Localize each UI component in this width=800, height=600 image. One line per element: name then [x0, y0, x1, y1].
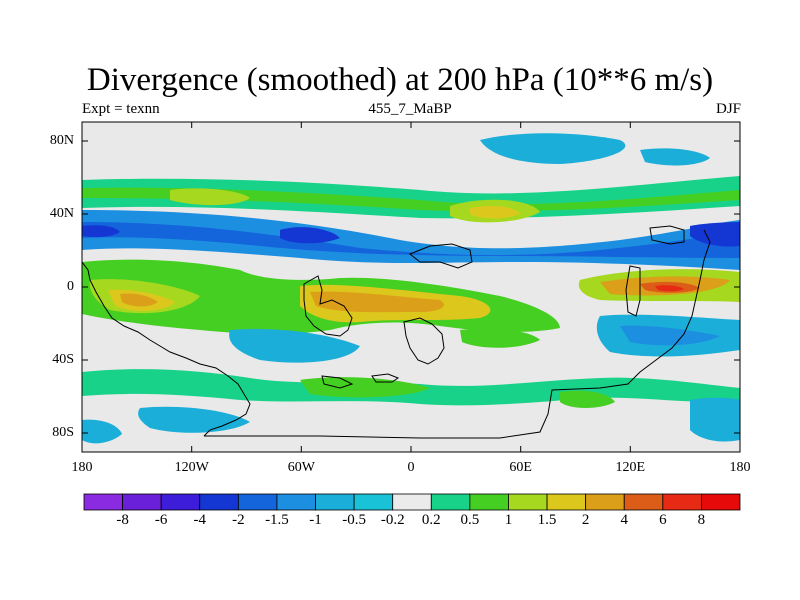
contour-band [280, 227, 340, 244]
colorbar-swatch [469, 493, 509, 511]
lon-tick-label: 180 [729, 460, 751, 475]
contour-band [82, 187, 740, 212]
experiment-label: Expt = texnn [82, 101, 160, 117]
colorbar-label: -0.5 [342, 512, 366, 528]
coastline-africa [403, 317, 445, 365]
lat-tick-label: 80S [52, 425, 74, 440]
colorbar-label: 0.5 [460, 512, 480, 528]
contour-band [229, 328, 360, 363]
divergence-field [82, 133, 740, 444]
contour-band [640, 148, 710, 166]
colorbar-swatch [199, 493, 239, 511]
run-label: 455_7_MaBP [368, 101, 452, 117]
lon-tick-label: 180 [71, 460, 93, 475]
colorbar-label: -2 [232, 512, 245, 528]
contour-band [620, 325, 720, 346]
colorbar-label: 6 [659, 512, 667, 528]
colorbar-label: 1.5 [537, 512, 557, 528]
colorbar-label: 4 [620, 512, 628, 528]
coastlines [82, 225, 711, 439]
coastline-island [321, 375, 354, 389]
colorbar-swatch [237, 493, 278, 511]
lat-tick-label: 80N [49, 133, 74, 148]
coastline-japan [649, 225, 685, 245]
colorbar-label: -8 [116, 512, 129, 528]
colorbar-swatch [83, 493, 123, 511]
colorbar-label: -1 [309, 512, 322, 528]
contour-band [82, 419, 122, 444]
contour-band [690, 397, 740, 442]
colorbar-swatch [546, 493, 587, 511]
colorbar-swatch [508, 493, 548, 511]
colorbar-label: 1 [504, 512, 513, 528]
contour-band [170, 188, 250, 206]
lat-tick-label: 40S [52, 352, 74, 367]
plot-title: Divergence (smoothed) at 200 hPa (10**6 … [86, 62, 714, 98]
contour-band [470, 206, 520, 219]
lat-tick-label: 0 [67, 279, 74, 294]
colorbar-swatch [353, 493, 394, 511]
contour-band [560, 390, 615, 408]
contour-band [120, 293, 158, 307]
contour-band [480, 133, 626, 164]
colorbar-label: -4 [193, 512, 207, 528]
lon-tick-label: 60W [287, 460, 315, 475]
contour-band [460, 328, 540, 348]
colorbar-swatch [276, 493, 316, 511]
contour-band [655, 285, 684, 292]
lon-tick-label: 120W [174, 460, 209, 475]
lon-tick-label: 60E [509, 460, 532, 475]
coastline-antarctica-pacific [204, 229, 711, 439]
coastline-south-america [303, 275, 353, 337]
colorbar-label: -1.5 [265, 512, 289, 528]
colorbar [83, 493, 741, 511]
colorbar-swatch [392, 493, 432, 511]
colorbar-label: 0.2 [421, 512, 441, 528]
colorbar-swatch [315, 493, 355, 511]
colorbar-swatch [122, 493, 162, 511]
contour-band [300, 377, 430, 398]
colorbar-swatch [662, 493, 702, 511]
lat-tick-label: 40N [49, 206, 74, 221]
season-label: DJF [715, 101, 741, 117]
lon-tick-label: 0 [407, 460, 415, 475]
colorbar-swatch [585, 493, 625, 511]
colorbar-swatch [430, 493, 471, 511]
colorbar-label: 8 [697, 512, 706, 528]
contour-band [82, 225, 120, 238]
colorbar-label: -0.2 [380, 512, 405, 528]
colorbar-swatch [701, 493, 741, 511]
contour-band [690, 222, 740, 247]
axis-ticks [82, 122, 740, 452]
coastline-mediterranean [409, 243, 473, 269]
colorbar-swatch [160, 493, 201, 511]
coastline-americas [82, 261, 251, 437]
lon-tick-label: 120E [615, 460, 646, 475]
contour-band [310, 291, 444, 313]
colorbar-label: -6 [154, 512, 168, 528]
colorbar-swatch [623, 493, 664, 511]
coastline-island [371, 373, 400, 383]
coastline-southeast-asia [625, 265, 641, 317]
contour-band [82, 222, 740, 258]
colorbar-label: 2 [581, 512, 590, 528]
